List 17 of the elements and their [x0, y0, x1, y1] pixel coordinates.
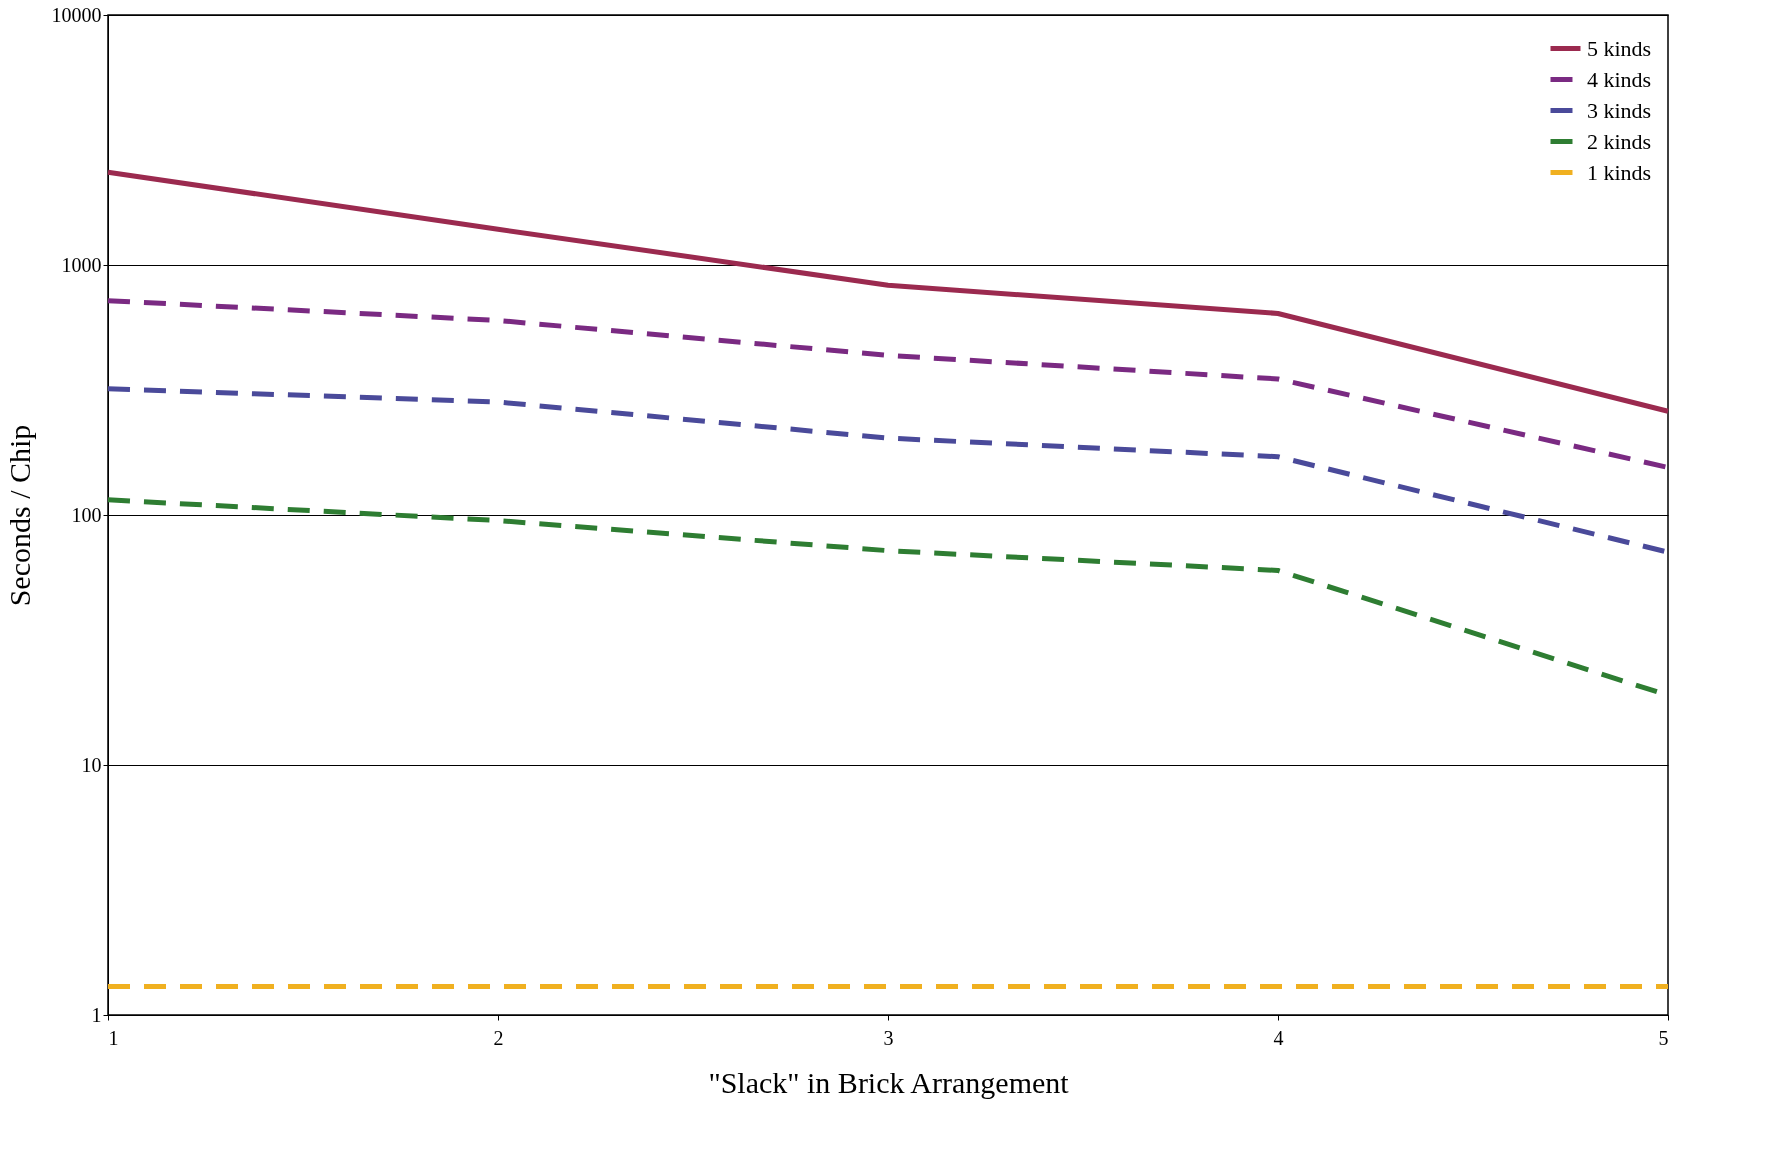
- x-tick-label: 3: [883, 1026, 894, 1049]
- x-tick-label: 5: [1658, 1026, 1669, 1049]
- x-axis-title: "Slack" in Brick Arrangement: [708, 1065, 1070, 1099]
- legend-label: 3 kinds: [1587, 97, 1652, 123]
- legend-label: 5 kinds: [1587, 35, 1652, 61]
- x-tick-label: 2: [493, 1026, 504, 1049]
- y-tick-label: 1000: [61, 253, 102, 276]
- y-tick-label: 1: [91, 1003, 102, 1026]
- y-tick-label: 10: [81, 753, 102, 776]
- y-axis-title: Seconds / Chip: [2, 424, 36, 607]
- y-tick-label: 100: [71, 503, 102, 526]
- x-tick-label: 4: [1273, 1026, 1284, 1049]
- x-tick-label: 1: [108, 1026, 119, 1049]
- y-tick-label: 10000: [51, 3, 102, 26]
- legend-label: 4 kinds: [1587, 66, 1652, 92]
- legend-label: 1 kinds: [1587, 159, 1652, 185]
- legend-label: 2 kinds: [1587, 128, 1652, 154]
